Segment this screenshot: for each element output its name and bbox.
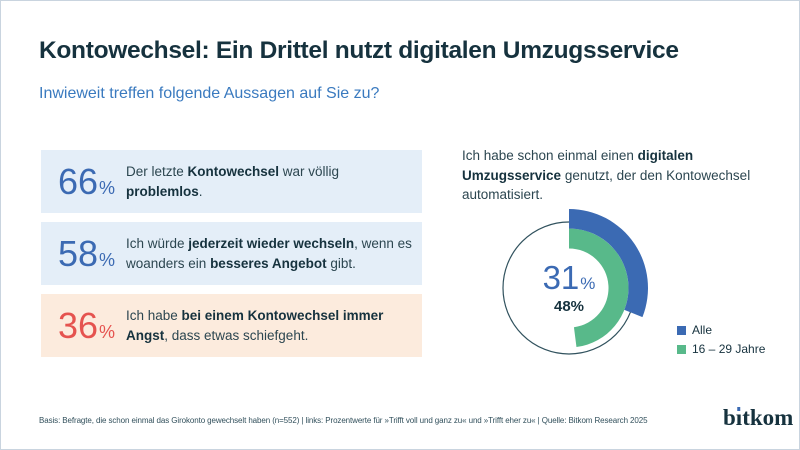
bitkom-logo: bı tkom — [723, 405, 793, 430]
donut-arc-alle — [569, 209, 648, 318]
stat-number: 36 — [58, 304, 99, 346]
legend-label-alle: Alle — [692, 323, 713, 337]
donut-arc-young — [569, 228, 629, 348]
logo-text-pre: b — [723, 405, 736, 430]
stat-value-angst: 36% — [58, 304, 126, 346]
chart-legend: Alle 16 – 29 Jahre — [677, 323, 765, 361]
stat-value-wieder-wechseln: 58% — [58, 232, 126, 274]
source-note: Basis: Befragte, die schon einmal das Gi… — [39, 416, 648, 425]
stat-box-list: 66% Der letzte Kontowechsel war völlig p… — [41, 150, 422, 366]
logo-text-post: tkom — [742, 405, 794, 430]
stat-number: 58 — [58, 232, 99, 274]
stat-text-wieder-wechseln: Ich würde jederzeit wieder wechseln, wen… — [126, 236, 412, 271]
stat-box-wieder-wechseln: 58% Ich würde jederzeit wieder wechseln,… — [41, 222, 422, 285]
logo-i-base: ı — [735, 405, 743, 430]
stat-box-angst: 36% Ich habe bei einem Kontowechsel imme… — [41, 294, 422, 357]
stat-number: 66 — [58, 160, 99, 202]
legend-item-alle: Alle — [677, 323, 765, 337]
donut-svg — [502, 209, 648, 355]
legend-swatch-alle-icon — [677, 325, 686, 335]
stat-text-angst: Ich habe bei einem Kontowechsel immer An… — [126, 308, 384, 343]
page-title: Kontowechsel: Ein Drittel nutzt digitale… — [39, 37, 679, 64]
legend-label-young: 16 – 29 Jahre — [692, 342, 766, 356]
percent-sign: % — [99, 321, 116, 342]
stat-text-problemlos: Der letzte Kontowechsel war völlig probl… — [126, 164, 340, 199]
logo-letter-i: ı — [736, 405, 742, 430]
donut-chart: 31% 48% — [484, 203, 654, 373]
percent-sign: % — [99, 177, 116, 198]
percent-sign: % — [99, 249, 116, 270]
donut-question-text: Ich habe schon einmal einen digitalen Um… — [462, 148, 751, 203]
stat-value-problemlos: 66% — [58, 160, 126, 202]
page-subtitle: Inwieweit treffen folgende Aussagen auf … — [39, 85, 380, 102]
legend-item-young: 16 – 29 Jahre — [677, 342, 765, 356]
legend-swatch-young-icon — [677, 344, 686, 354]
stat-box-problemlos: 66% Der letzte Kontowechsel war völlig p… — [41, 150, 422, 213]
logo-i-dot-icon — [737, 407, 741, 411]
